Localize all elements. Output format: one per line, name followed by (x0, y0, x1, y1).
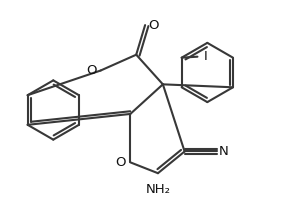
Text: I: I (204, 50, 207, 63)
Text: O: O (115, 156, 126, 169)
Text: NH₂: NH₂ (146, 183, 170, 196)
Text: O: O (87, 64, 97, 77)
Text: O: O (148, 19, 158, 32)
Text: N: N (219, 145, 229, 158)
